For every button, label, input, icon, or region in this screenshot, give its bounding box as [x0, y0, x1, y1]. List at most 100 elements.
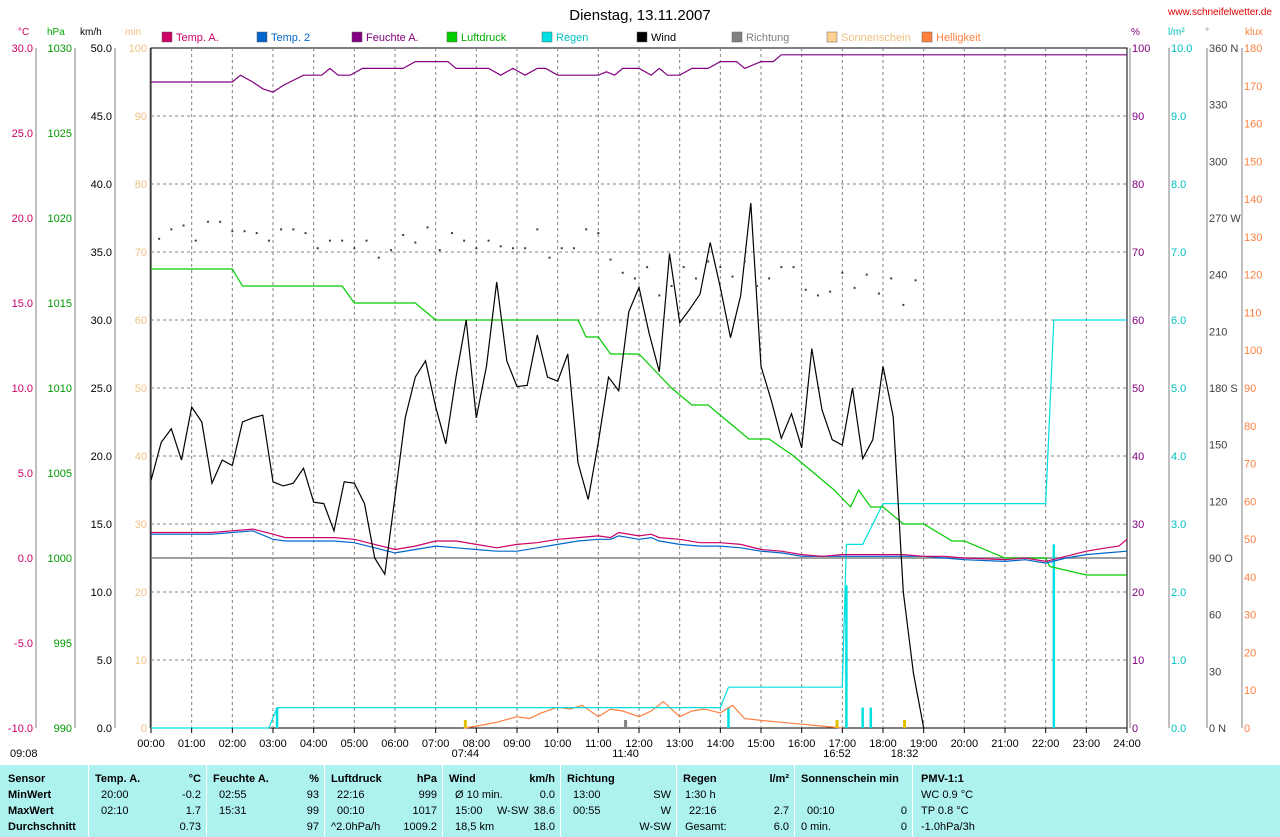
legend-label-regen: Regen: [556, 32, 588, 44]
summary-time: 20:00: [101, 789, 129, 801]
x-tick-label: 08:00: [463, 738, 491, 750]
series-helligkeit-line: [464, 700, 843, 729]
direction-point: [877, 292, 880, 295]
x-tick-label: 14:00: [707, 738, 735, 750]
tick-label-pct: 20: [1132, 587, 1144, 599]
unit-dir: °: [1205, 27, 1209, 38]
tick-label-min: 10: [135, 655, 147, 667]
tick-label-kmh: 10.0: [91, 587, 112, 599]
tick-label-dir: 90 O: [1209, 553, 1233, 565]
summary-value: 6.0: [773, 821, 789, 833]
legend-label-luftdruck: Luftdruck: [461, 32, 507, 44]
summary-unit-wind: km/h: [529, 773, 555, 785]
direction-point: [914, 279, 917, 282]
direction-point: [414, 241, 417, 244]
summary-value: TP 0.8 °C: [921, 805, 969, 817]
summary-col-feuchte: Feuchte A. % 02:55 93 15:31 99 97: [206, 765, 325, 837]
summary-time: ^2.0hPa/h: [331, 821, 381, 833]
direction-point: [280, 228, 283, 231]
direction-point: [731, 275, 734, 278]
legend-swatch-regen: [541, 31, 553, 43]
tick-label-temp: 5.0: [18, 468, 33, 480]
tick-label-hpa: 990: [54, 723, 72, 735]
legend-swatch-helligkeit: [921, 31, 933, 43]
site-link[interactable]: www.schneifelwetter.de: [1167, 7, 1272, 18]
legend: Temp. A. Temp. 2 Feuchte A. Luftdruck Regen W…: [161, 31, 981, 44]
tick-label-dir: 270 W: [1209, 213, 1241, 225]
direction-point: [682, 266, 685, 269]
summary-table: Sensor MinWert MaxWert Durchschnitt Temp…: [0, 765, 1280, 837]
tick-label-klux: 120: [1244, 270, 1262, 282]
x-tick-label: 19:00: [910, 738, 938, 750]
tick-label-dir: 240: [1209, 270, 1227, 282]
tick-label-hpa: 1030: [48, 43, 72, 55]
x-tick-label: 15:00: [747, 738, 775, 750]
summary-row-label: MaxWert: [8, 805, 54, 817]
direction-point: [694, 277, 697, 280]
tick-label-klux: 150: [1244, 156, 1262, 168]
tick-label-dir: 120: [1209, 496, 1227, 508]
direction-point: [328, 239, 331, 242]
summary-col-sonnenschein: Sonnenschein min 00:10 0 0 min. 0: [794, 765, 913, 837]
tick-label-min: 40: [135, 451, 147, 463]
direction-point: [658, 294, 661, 297]
direction-point: [816, 294, 819, 297]
direction-point: [865, 273, 868, 276]
direction-point: [353, 247, 356, 250]
summary-value: 1.7: [185, 805, 201, 817]
summary-time: Gesamt:: [685, 821, 727, 833]
x-tick-label: 05:00: [341, 738, 369, 750]
tick-label-min: 100: [129, 43, 147, 55]
x-tick-label: 20:00: [951, 738, 979, 750]
direction-point: [158, 237, 161, 240]
tick-label-klux: 50: [1244, 534, 1256, 546]
summary-value: 1017: [412, 805, 437, 817]
tick-label-dir: 0 N: [1209, 723, 1226, 735]
summary-header-wind: Wind: [449, 773, 476, 785]
summary-value: 1009.2: [403, 821, 437, 833]
direction-point: [365, 239, 368, 242]
direction-point: [182, 224, 185, 227]
tick-label-klux: 40: [1244, 572, 1256, 584]
tick-label-klux: 80: [1244, 421, 1256, 433]
tick-label-kmh: 0.0: [97, 723, 112, 735]
tick-label-temp: 15.0: [12, 298, 33, 310]
tick-label-pct: 60: [1132, 315, 1144, 327]
direction-point: [670, 285, 673, 287]
summary-header-regen: Regen: [683, 773, 717, 785]
x-tick-label: 24:00: [1113, 738, 1141, 750]
series-feuchte-a-line: [151, 54, 1127, 93]
tick-label-rain: 10.0: [1171, 43, 1192, 55]
summary-col-regen: Regen l/m² 1:30 h 22:16 2.7 Gesamt: 6.0: [676, 765, 795, 837]
direction-point: [292, 228, 295, 231]
sun-time-sunset: 16:52: [823, 748, 851, 760]
direction-point: [206, 220, 209, 223]
tick-label-klux: 160: [1244, 119, 1262, 131]
summary-unit-regen: l/m²: [769, 773, 789, 785]
tick-label-pct: 0: [1132, 723, 1138, 735]
direction-point: [402, 234, 405, 236]
tick-label-pct: 10: [1132, 655, 1144, 667]
x-tick-label: 02:00: [219, 738, 247, 750]
tick-label-kmh: 25.0: [91, 383, 112, 395]
summary-col-pmv: PMV-1:1 WC 0.9 °C TP 0.8 °C -1.0hPa/3h: [912, 765, 1053, 837]
tick-label-rain: 6.0: [1171, 315, 1186, 327]
direction-point: [841, 271, 844, 274]
unit-rain: l/m²: [1168, 27, 1185, 38]
direction-point: [389, 249, 392, 252]
summary-header-luftdruck: Luftdruck: [331, 773, 382, 785]
direction-point: [304, 232, 307, 235]
tick-label-min: 60: [135, 315, 147, 327]
summary-value: 38.6: [533, 805, 555, 817]
summary-col-temp: Temp. A. °C 20:00 -0.2 02:10 1.7 0.73: [88, 765, 207, 837]
summary-direction: W-SW: [497, 805, 529, 817]
direction-point: [609, 258, 612, 261]
summary-value: W-SW: [639, 821, 671, 833]
summary-unit-feuchte: %: [309, 773, 319, 785]
direction-point: [768, 277, 771, 280]
tick-label-dir: 60: [1209, 610, 1221, 622]
x-tick-label: 17:00: [829, 738, 857, 750]
direction-point: [572, 247, 575, 250]
tick-label-klux: 20: [1244, 647, 1256, 659]
direction-point: [231, 230, 234, 233]
